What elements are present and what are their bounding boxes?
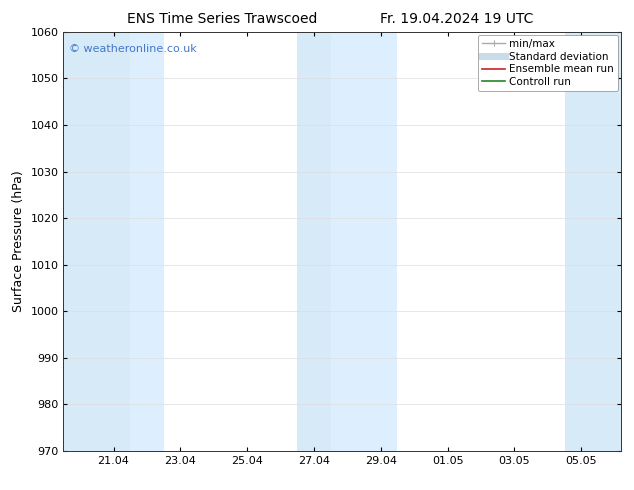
Bar (130, 32, 164, 451)
Bar (63, 32, 130, 451)
Bar (564, 32, 621, 451)
Text: © weatheronline.co.uk: © weatheronline.co.uk (69, 45, 197, 54)
Legend: min/max, Standard deviation, Ensemble mean run, Controll run: min/max, Standard deviation, Ensemble me… (478, 35, 618, 91)
Bar (297, 32, 331, 451)
Text: Fr. 19.04.2024 19 UTC: Fr. 19.04.2024 19 UTC (380, 12, 533, 26)
Bar (331, 32, 398, 451)
Y-axis label: Surface Pressure (hPa): Surface Pressure (hPa) (12, 171, 25, 312)
Text: ENS Time Series Trawscoed: ENS Time Series Trawscoed (127, 12, 317, 26)
